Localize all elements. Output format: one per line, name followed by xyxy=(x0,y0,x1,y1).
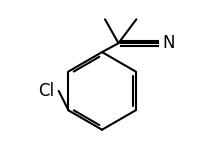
Text: N: N xyxy=(163,34,175,52)
Text: Cl: Cl xyxy=(38,82,54,100)
